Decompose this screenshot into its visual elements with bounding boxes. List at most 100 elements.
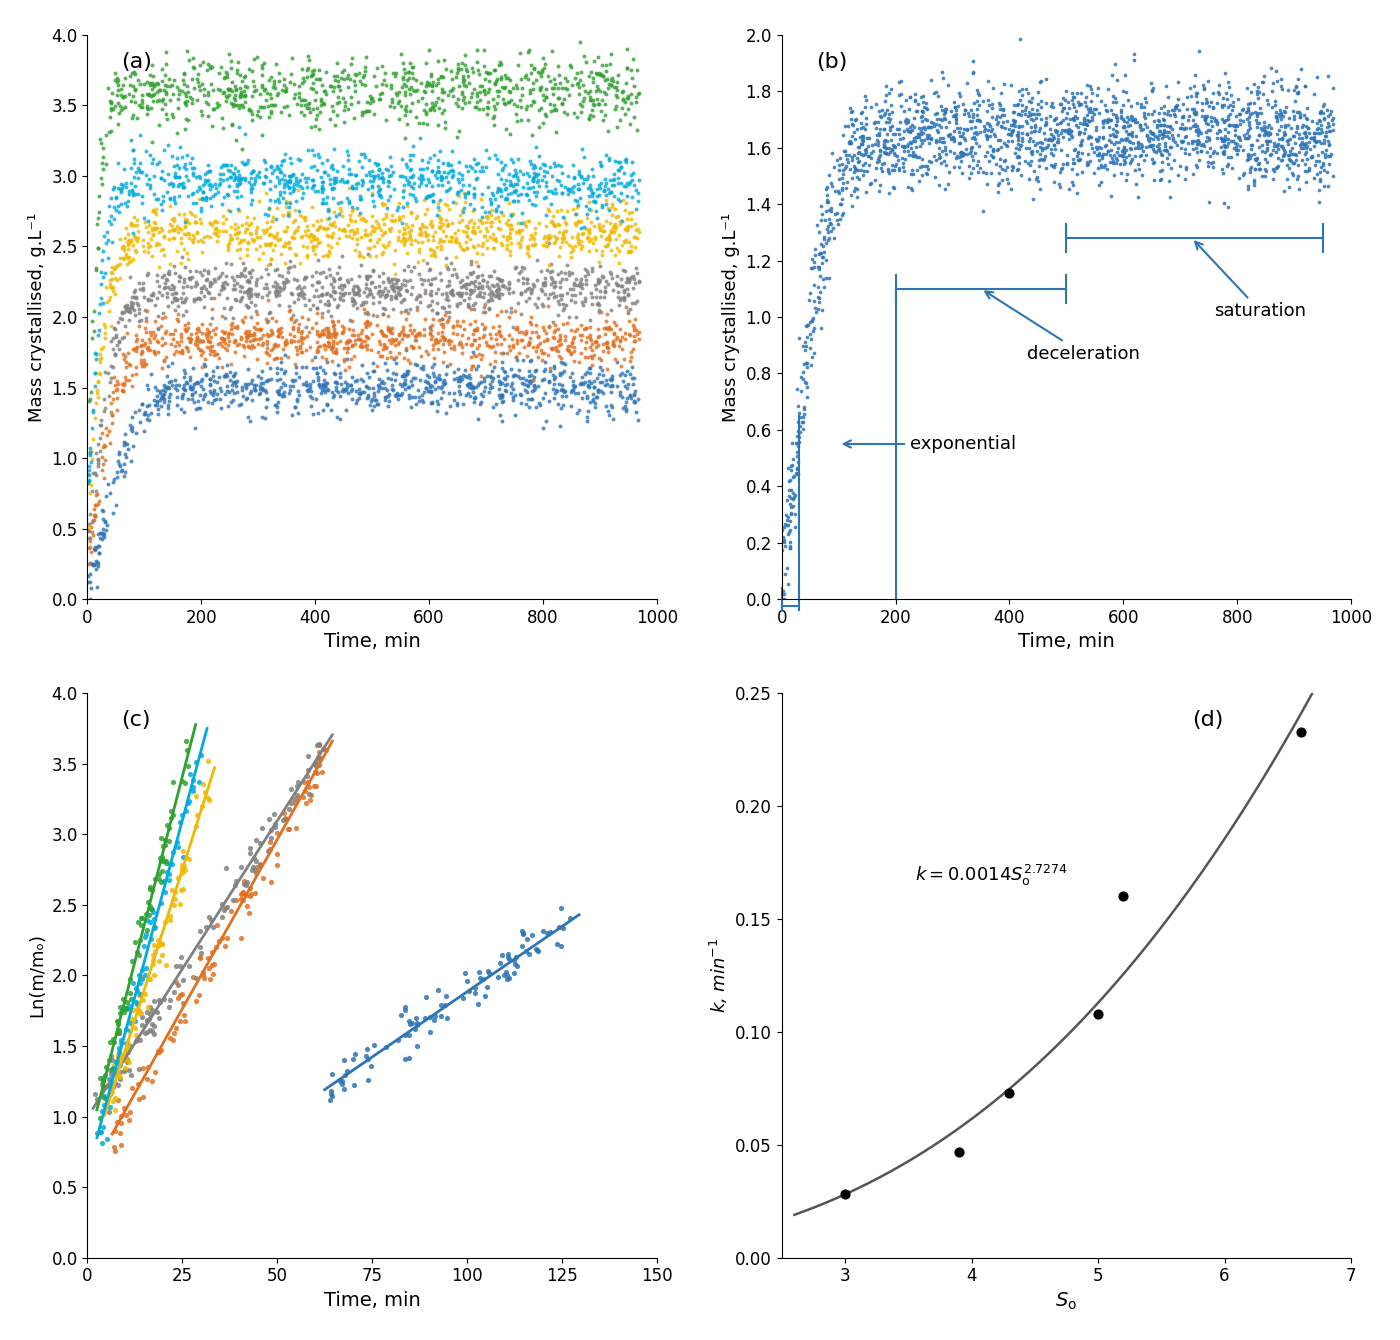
- Point: [426, 302, 448, 323]
- Point: [356, 302, 378, 323]
- Point: [1001, 121, 1023, 142]
- Point: [778, 537, 801, 559]
- Point: [1287, 166, 1309, 188]
- Point: [90, 1107, 112, 1128]
- Point: [547, 917, 570, 938]
- Point: [147, 1041, 169, 1063]
- Point: [88, 543, 111, 564]
- Point: [396, 280, 419, 302]
- Point: [101, 1076, 123, 1097]
- Point: [535, 323, 557, 344]
- Point: [308, 377, 330, 398]
- Point: [388, 90, 410, 111]
- Point: [526, 296, 549, 318]
- Point: [200, 74, 223, 95]
- Point: [322, 315, 344, 336]
- Point: [94, 323, 116, 344]
- Point: [405, 393, 427, 414]
- Point: [389, 230, 412, 252]
- Point: [413, 319, 435, 340]
- Point: [1148, 121, 1170, 142]
- Point: [445, 323, 468, 344]
- Point: [238, 279, 260, 300]
- Point: [547, 335, 570, 356]
- Point: [238, 170, 260, 192]
- Point: [238, 902, 260, 923]
- Point: [391, 276, 413, 297]
- Point: [374, 390, 396, 411]
- Point: [353, 382, 375, 403]
- Point: [146, 1001, 168, 1022]
- Point: [451, 336, 473, 358]
- Point: [1105, 121, 1127, 142]
- Point: [234, 168, 256, 189]
- Point: [371, 193, 393, 214]
- Point: [515, 346, 538, 367]
- Point: [84, 462, 106, 484]
- Point: [183, 58, 206, 79]
- Point: [260, 339, 283, 360]
- Point: [272, 150, 294, 172]
- Point: [437, 330, 459, 351]
- Point: [175, 165, 197, 186]
- Point: [445, 394, 468, 415]
- Point: [238, 98, 260, 119]
- Point: [1033, 149, 1056, 170]
- Point: [214, 858, 237, 879]
- Point: [1043, 134, 1065, 155]
- Point: [225, 239, 248, 260]
- Point: [532, 343, 554, 364]
- Point: [525, 185, 547, 206]
- Point: [1077, 153, 1099, 174]
- Point: [601, 394, 623, 415]
- Point: [178, 213, 200, 234]
- Point: [1092, 113, 1114, 134]
- Point: [435, 288, 458, 310]
- Point: [479, 205, 501, 226]
- Point: [227, 221, 249, 243]
- Point: [171, 862, 193, 883]
- Point: [398, 1010, 420, 1032]
- Point: [524, 154, 546, 176]
- Point: [1301, 110, 1323, 131]
- Point: [190, 314, 213, 335]
- Point: [99, 315, 122, 336]
- Point: [120, 229, 143, 251]
- Point: [224, 94, 246, 115]
- Point: [113, 86, 136, 107]
- Point: [148, 868, 171, 890]
- Point: [556, 281, 578, 303]
- Point: [438, 177, 461, 198]
- Point: [172, 177, 195, 198]
- Point: [542, 83, 564, 105]
- Point: [585, 63, 608, 84]
- Point: [820, 220, 843, 241]
- Point: [430, 326, 452, 347]
- Point: [132, 959, 154, 981]
- Point: [581, 182, 603, 204]
- Point: [1054, 121, 1077, 142]
- Point: [328, 268, 350, 289]
- Point: [330, 381, 353, 402]
- Point: [564, 268, 587, 289]
- Point: [125, 977, 147, 998]
- Point: [928, 131, 951, 153]
- Point: [955, 130, 977, 151]
- Point: [297, 59, 319, 80]
- Point: [596, 197, 619, 218]
- Point: [217, 185, 239, 206]
- Point: [316, 373, 339, 394]
- Point: [206, 343, 228, 364]
- Point: [239, 193, 262, 214]
- Point: [207, 174, 230, 196]
- Point: [1197, 70, 1219, 91]
- Point: [596, 336, 619, 358]
- Point: [176, 222, 199, 244]
- Point: [854, 153, 876, 174]
- Point: [302, 295, 325, 316]
- Point: [315, 193, 337, 214]
- Point: [944, 96, 966, 118]
- Point: [1176, 98, 1198, 119]
- Point: [104, 70, 126, 91]
- Point: [183, 288, 206, 310]
